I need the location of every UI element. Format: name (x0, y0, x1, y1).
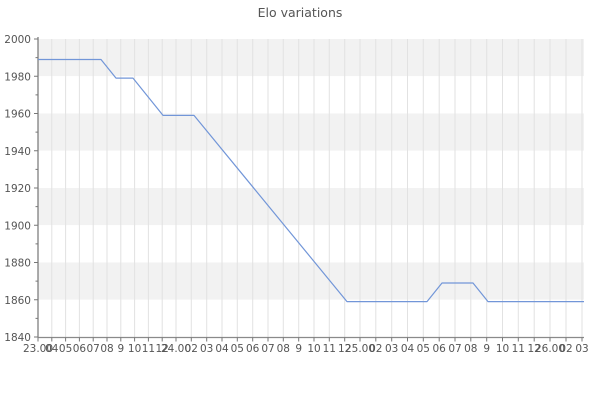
plot-band (38, 262, 584, 300)
x-tick-label: 12 (338, 343, 351, 355)
x-tick-label: 08 (277, 343, 290, 355)
x-tick-label: 24.00 (161, 343, 191, 355)
x-tick-label: 07 (261, 343, 274, 355)
plot-band (38, 299, 584, 337)
x-tick-label: 07 (448, 343, 461, 355)
x-tick-label: 25.00 (345, 343, 375, 355)
y-tick-label: 1940 (4, 146, 31, 158)
x-tick-label: 05 (231, 343, 244, 355)
x-tick-label: 26.00 (535, 343, 565, 355)
plot-band (38, 76, 584, 114)
x-tick-label: 06 (73, 343, 87, 355)
x-tick-label: 10 (496, 343, 509, 355)
x-tick-label: 11 (323, 343, 336, 355)
x-tick-label: 03 (200, 343, 213, 355)
x-tick-label: 10 (307, 343, 320, 355)
plot-band (38, 113, 584, 151)
y-tick-label: 1980 (4, 71, 31, 83)
x-tick-label: 02 (559, 343, 572, 355)
x-tick-label: 02 (369, 343, 382, 355)
x-tick-label: 04 (401, 343, 415, 355)
x-tick-label: 11 (142, 343, 155, 355)
x-tick-label: 12 (156, 343, 169, 355)
x-tick-label: 06 (433, 343, 447, 355)
plot-band (38, 225, 584, 263)
chart-title: Elo variations (258, 5, 343, 20)
x-tick-label: 03 (385, 343, 398, 355)
x-tick-label: 05 (417, 343, 430, 355)
x-tick-label: 07 (87, 343, 100, 355)
y-tick-label: 1920 (4, 183, 31, 195)
y-tick-label: 1960 (4, 109, 31, 121)
x-tick-label: 04 (45, 343, 59, 355)
x-tick-label: 06 (246, 343, 260, 355)
x-tick-label: 9 (295, 343, 302, 355)
plot-band (38, 150, 584, 188)
y-tick-label: 1880 (4, 258, 31, 270)
x-tick-label: 08 (100, 343, 113, 355)
x-tick-label: 02 (185, 343, 198, 355)
x-tick-label: 12 (528, 343, 541, 355)
x-tick-label: 03 (575, 343, 588, 355)
plot-band (38, 188, 584, 226)
elo-series-line (38, 58, 584, 303)
plot-band (38, 39, 584, 77)
y-tick-label: 1840 (4, 332, 31, 344)
y-tick-label: 2000 (4, 34, 31, 46)
x-tick-label: 05 (59, 343, 72, 355)
x-tick-label: 11 (512, 343, 525, 355)
x-tick-label: 9 (483, 343, 490, 355)
x-tick-label: 08 (464, 343, 477, 355)
x-tick-label: 10 (128, 343, 141, 355)
x-tick-label: 9 (117, 343, 124, 355)
x-tick-label: 04 (215, 343, 229, 355)
x-tick-label: 23.00 (23, 343, 53, 355)
y-tick-label: 1860 (4, 295, 31, 307)
y-tick-label: 1900 (4, 220, 31, 232)
